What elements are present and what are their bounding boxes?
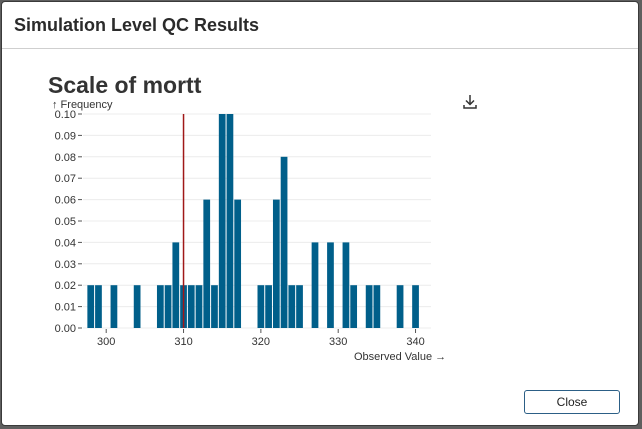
y-tick-label: 0.05 <box>55 216 76 228</box>
histogram-bar <box>272 199 280 328</box>
histogram-bar <box>203 199 211 328</box>
x-tick-label: 310 <box>174 336 192 348</box>
y-tick-label: 0.10 <box>55 109 76 121</box>
histogram-bar <box>133 285 141 328</box>
histogram-bar <box>110 285 118 328</box>
histogram-bars <box>87 114 419 328</box>
histogram-bar <box>327 242 334 328</box>
y-axis-label: ↑ Frequency <box>52 99 113 111</box>
histogram-bar <box>218 114 226 328</box>
histogram-bar <box>257 285 265 328</box>
histogram-bar <box>226 114 234 328</box>
histogram-bar <box>342 242 350 328</box>
histogram-bar <box>311 242 319 328</box>
close-button[interactable]: Close <box>524 390 620 414</box>
histogram-bar <box>234 199 242 328</box>
y-tick-label: 0.00 <box>55 323 76 335</box>
y-tick-label: 0.02 <box>55 280 76 292</box>
histogram-bar <box>350 285 358 328</box>
histogram-bar <box>164 285 172 328</box>
histogram-bar <box>280 156 288 328</box>
y-tick-label: 0.06 <box>55 195 76 207</box>
x-tick-label: 330 <box>329 336 347 348</box>
histogram-bar <box>365 285 373 328</box>
histogram-bar <box>195 285 203 328</box>
y-tick-label: 0.04 <box>55 237 76 249</box>
y-tick-label: 0.03 <box>55 259 76 271</box>
histogram-bar <box>172 242 180 328</box>
histogram-bar <box>396 285 404 328</box>
histogram-bar <box>156 285 164 328</box>
histogram-bar <box>296 285 303 328</box>
x-axis-label: Observed Value → <box>354 351 446 363</box>
x-tick-label: 320 <box>252 336 270 348</box>
x-tick-label: 340 <box>406 336 424 348</box>
y-tick-label: 0.08 <box>55 152 76 164</box>
histogram-bar <box>288 285 296 328</box>
histogram-bar <box>265 285 272 328</box>
grid-lines <box>83 113 431 329</box>
x-tick-label: 300 <box>97 336 115 348</box>
download-icon[interactable] <box>460 92 480 112</box>
histogram-bar <box>87 285 95 328</box>
histogram-bar <box>211 285 218 328</box>
histogram-bar <box>187 285 195 328</box>
chart-axes: 0.00 0.01 0.02 0.03 0.04 0.05 0.06 0.07 0.08 0.09… <box>55 109 425 348</box>
chart-title: Scale of mortt <box>48 72 202 98</box>
histogram-bar <box>373 285 381 328</box>
y-tick-label: 0.01 <box>55 302 76 314</box>
y-tick-label: 0.07 <box>55 173 76 185</box>
histogram-bar <box>95 285 102 328</box>
histogram-bar <box>412 285 419 328</box>
y-tick-label: 0.09 <box>55 130 76 142</box>
dialog-title: Simulation Level QC Results <box>14 15 260 35</box>
dialog-header: Simulation Level QC Results <box>2 2 638 49</box>
